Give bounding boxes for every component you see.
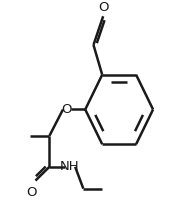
Text: O: O	[26, 186, 37, 198]
Text: NH: NH	[60, 160, 80, 173]
Text: O: O	[98, 1, 109, 14]
Text: O: O	[62, 103, 72, 116]
